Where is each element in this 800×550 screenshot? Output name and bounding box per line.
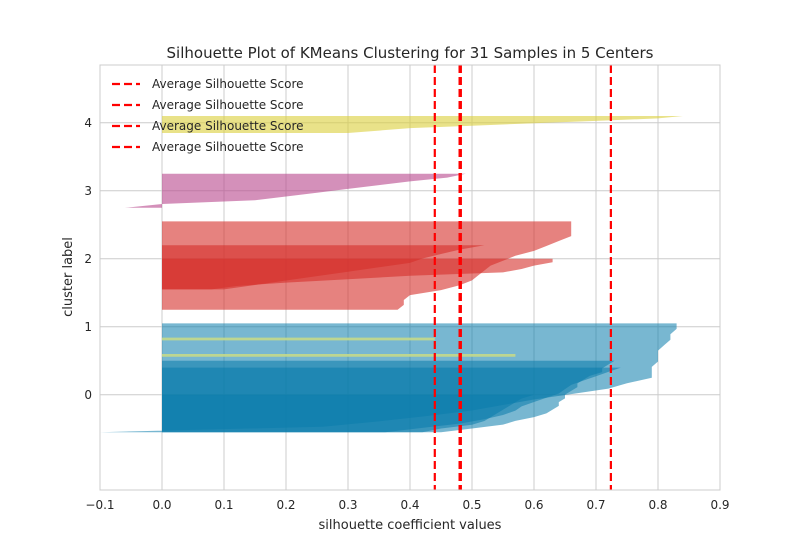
y-tick-label: 3	[84, 184, 92, 198]
x-tick-label: 0.2	[276, 498, 295, 512]
x-axis-label: silhouette coefficient values	[319, 518, 502, 533]
x-tick-label: 0.4	[400, 498, 419, 512]
legend-entry: Average Silhouette Score	[152, 77, 304, 91]
y-tick-labels: 0 1 2 3 4	[84, 116, 92, 402]
x-tick-label: 0.5	[462, 498, 481, 512]
legend-entry: Average Silhouette Score	[152, 98, 304, 112]
x-tick-label: 0.7	[586, 498, 605, 512]
average-score-lines	[433, 65, 612, 490]
legend-entry: Average Silhouette Score	[152, 140, 304, 154]
silhouette-area	[162, 337, 435, 341]
silhouette-area	[124, 173, 466, 208]
x-tick-label: 0.0	[152, 498, 171, 512]
x-tick-labels: −0.1 0.0 0.1 0.2 0.3 0.4 0.5 0.6 0.7 0.8 0.9	[85, 498, 729, 512]
y-axis-label: cluster label	[61, 237, 76, 317]
chart-title: Silhouette Plot of KMeans Clustering for…	[167, 44, 654, 62]
silhouette-area	[162, 258, 553, 290]
x-tick-label: 0.6	[524, 498, 543, 512]
silhouette-areas	[100, 116, 683, 433]
y-tick-label: 2	[84, 252, 92, 266]
x-tick-label: −0.1	[85, 498, 114, 512]
silhouette-area	[162, 354, 516, 357]
y-tick-label: 1	[84, 320, 92, 334]
x-tick-label: 0.9	[710, 498, 729, 512]
legend: Average Silhouette Score Average Silhouet…	[112, 77, 304, 154]
silhouette-area	[162, 116, 683, 133]
plot-frame	[99, 64, 721, 491]
x-tick-label: 0.3	[338, 498, 357, 512]
y-tick-label: 0	[84, 388, 92, 402]
x-tick-label: 0.8	[648, 498, 667, 512]
silhouette-area	[162, 394, 534, 433]
y-tick-label: 4	[84, 116, 92, 130]
x-tick-label: 0.1	[214, 498, 233, 512]
legend-entry: Average Silhouette Score	[152, 119, 304, 133]
